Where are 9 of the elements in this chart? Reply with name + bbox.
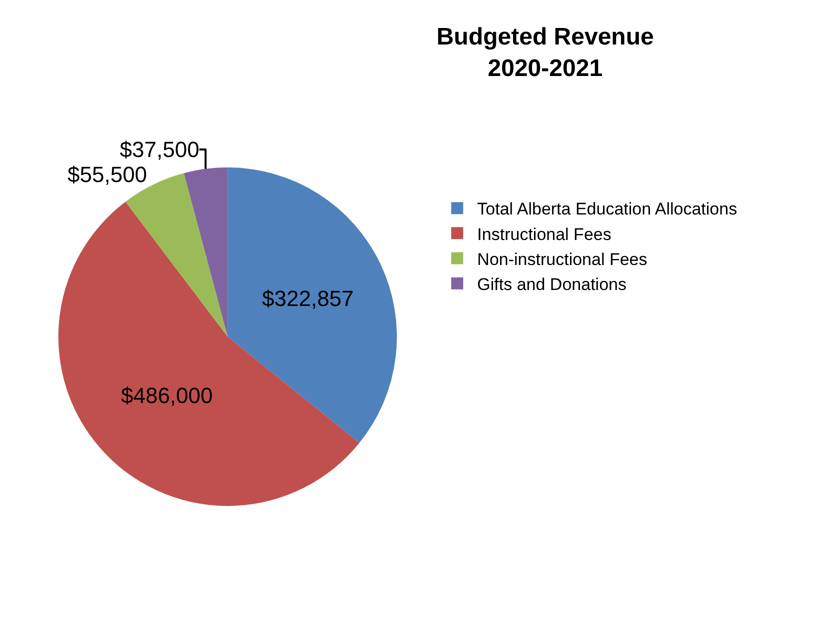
- legend-label: Instructional Fees: [477, 224, 612, 244]
- legend-label: Total Alberta Education Allocations: [477, 200, 738, 219]
- data-label: $486,000: [120, 383, 213, 408]
- data-label: $37,500: [120, 137, 200, 162]
- legend-label: Non-instructional Fees: [477, 250, 648, 269]
- data-label: $322,857: [262, 286, 354, 311]
- chart-title: Budgeted Revenue 2020-2021: [436, 24, 654, 82]
- data-label: $55,500: [68, 162, 148, 188]
- legend-label: Gifts and Donations: [477, 275, 626, 294]
